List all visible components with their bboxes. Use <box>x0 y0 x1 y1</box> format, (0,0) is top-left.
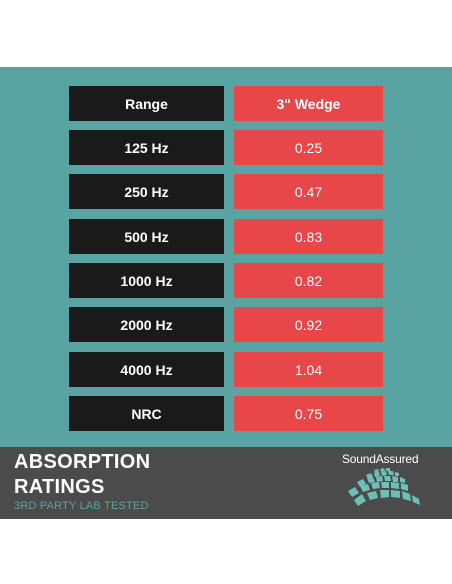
row-range-2000: 2000 Hz <box>69 307 224 342</box>
row-range-125: 125 Hz <box>69 130 224 165</box>
header-wedge: 3" Wedge <box>234 86 383 121</box>
footer-subtitle: 3RD PARTY LAB TESTED <box>14 500 149 512</box>
title-line-1: ABSORPTION <box>14 451 151 473</box>
ratings-panel <box>0 67 452 447</box>
row-range-250: 250 Hz <box>69 174 224 209</box>
row-value-1000: 0.82 <box>234 263 383 298</box>
row-range-nrc: NRC <box>69 396 224 431</box>
header-range: Range <box>69 86 224 121</box>
footer-title: ABSORPTION RATINGS <box>14 450 224 500</box>
row-range-1000: 1000 Hz <box>69 263 224 298</box>
row-value-250: 0.47 <box>234 174 383 209</box>
row-value-4000: 1.04 <box>234 352 383 387</box>
row-range-4000: 4000 Hz <box>69 352 224 387</box>
soundassured-logo-icon <box>348 468 420 506</box>
row-value-500: 0.83 <box>234 219 383 254</box>
row-range-500: 500 Hz <box>69 219 224 254</box>
title-line-2: RATINGS <box>14 476 105 498</box>
row-value-2000: 0.92 <box>234 307 383 342</box>
row-value-125: 0.25 <box>234 130 383 165</box>
brand-name: SoundAssured <box>342 452 419 466</box>
row-value-nrc: 0.75 <box>234 396 383 431</box>
